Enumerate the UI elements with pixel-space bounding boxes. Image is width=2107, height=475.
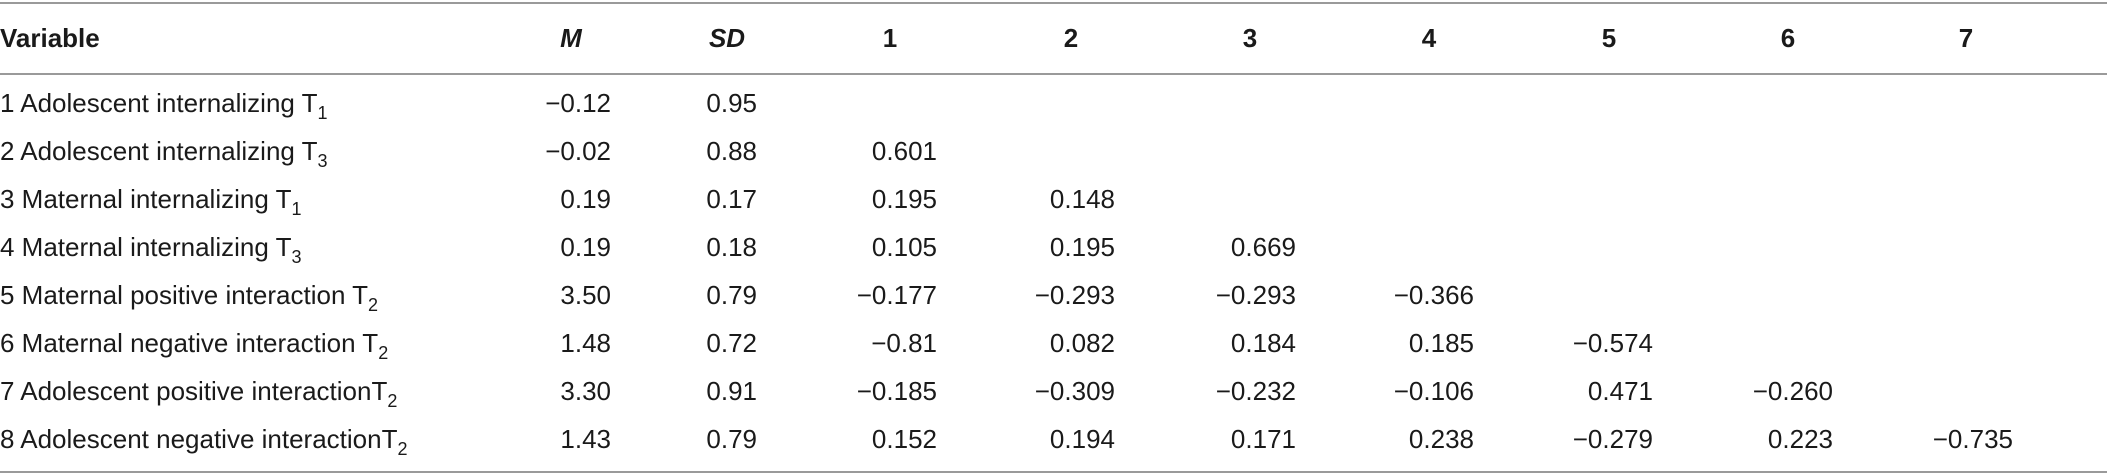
header-cell: Variable [0, 23, 100, 53]
correlation-cell: 0.152 [871, 424, 937, 454]
header-cell: M [560, 23, 582, 53]
header-cell: 4 [1421, 23, 1437, 53]
row-label: 3 Maternal internalizing T1 [0, 184, 301, 224]
header-cell: 5 [1601, 23, 1617, 53]
correlation-cell: −0.177 [856, 280, 937, 310]
correlation-cell: 0.223 [1767, 424, 1833, 454]
correlation-cell: 0.195 [871, 184, 937, 214]
header-rule [0, 73, 2107, 75]
correlation-cell: −0.574 [1572, 328, 1653, 358]
header-cell: 3 [1242, 23, 1258, 53]
header-cell: 2 [1063, 23, 1079, 53]
sd-cell: 0.79 [706, 280, 757, 310]
correlation-cell: −0.279 [1572, 424, 1653, 454]
row-label: 1 Adolescent internalizing T1 [0, 88, 328, 128]
sd-cell: 0.72 [706, 328, 757, 358]
label-text: 8 Adolescent negative interactionT [0, 424, 398, 454]
sd-cell: 0.88 [706, 136, 757, 166]
mean-cell: 0.19 [560, 232, 611, 262]
correlation-cell: 0.082 [1049, 328, 1115, 358]
label-subscript: 3 [291, 247, 302, 267]
label-subscript: 1 [317, 103, 328, 123]
sd-cell: 0.18 [706, 232, 757, 262]
label-subscript: 2 [397, 439, 408, 459]
row-label: 4 Maternal internalizing T3 [0, 232, 301, 272]
label-subscript: 3 [317, 151, 328, 171]
correlation-cell: −0.293 [1215, 280, 1296, 310]
correlation-cell: 0.185 [1408, 328, 1474, 358]
sd-cell: 0.91 [706, 376, 757, 406]
row-label: 2 Adolescent internalizing T3 [0, 136, 328, 176]
label-text: 4 Maternal internalizing T [0, 232, 292, 262]
label-text: 2 Adolescent internalizing T [0, 136, 318, 166]
correlation-cell: −0.293 [1034, 280, 1115, 310]
correlation-cell: 0.471 [1587, 376, 1653, 406]
correlation-cell: −0.735 [1932, 424, 2013, 454]
correlation-cell: 0.195 [1049, 232, 1115, 262]
header-cell: 1 [882, 23, 898, 53]
header-cell: 7 [1958, 23, 1974, 53]
correlation-cell: −0.366 [1393, 280, 1474, 310]
correlation-cell: −0.260 [1752, 376, 1833, 406]
sd-cell: 0.95 [706, 88, 757, 118]
header-cell: 6 [1780, 23, 1796, 53]
correlation-cell: 0.238 [1408, 424, 1474, 454]
mean-cell: 3.30 [560, 376, 611, 406]
label-text: 5 Maternal positive interaction T [0, 280, 369, 310]
label-subscript: 2 [368, 295, 379, 315]
correlation-cell: −0.81 [871, 328, 937, 358]
correlation-cell: 0.194 [1049, 424, 1115, 454]
label-text: 6 Maternal negative interaction T [0, 328, 379, 358]
correlation-cell: 0.601 [871, 136, 937, 166]
correlation-cell: 0.184 [1230, 328, 1296, 358]
bottom-rule [0, 471, 2107, 473]
label-subscript: 2 [387, 391, 398, 411]
correlation-cell: −0.106 [1393, 376, 1474, 406]
correlation-cell: −0.185 [856, 376, 937, 406]
correlation-cell: 0.148 [1049, 184, 1115, 214]
correlation-cell: 0.171 [1230, 424, 1296, 454]
mean-cell: 1.48 [560, 328, 611, 358]
sd-cell: 0.17 [706, 184, 757, 214]
row-label: 5 Maternal positive interaction T2 [0, 280, 378, 320]
correlation-cell: 0.669 [1230, 232, 1296, 262]
row-label: 6 Maternal negative interaction T2 [0, 328, 388, 368]
header-cell: SD [708, 23, 746, 53]
row-label: 7 Adolescent positive interactionT2 [0, 376, 397, 416]
label-subscript: 1 [291, 199, 302, 219]
correlation-cell: 0.105 [871, 232, 937, 262]
mean-cell: 3.50 [560, 280, 611, 310]
sd-cell: 0.79 [706, 424, 757, 454]
mean-cell: −0.12 [545, 88, 611, 118]
mean-cell: 1.43 [560, 424, 611, 454]
label-text: 1 Adolescent internalizing T [0, 88, 318, 118]
label-text: 3 Maternal internalizing T [0, 184, 292, 214]
correlation-cell: −0.232 [1215, 376, 1296, 406]
correlation-cell: −0.309 [1034, 376, 1115, 406]
mean-cell: 0.19 [560, 184, 611, 214]
label-text: 7 Adolescent positive interactionT [0, 376, 388, 406]
top-rule [0, 2, 2107, 4]
mean-cell: −0.02 [545, 136, 611, 166]
row-label: 8 Adolescent negative interactionT2 [0, 424, 408, 464]
label-subscript: 2 [378, 343, 389, 363]
